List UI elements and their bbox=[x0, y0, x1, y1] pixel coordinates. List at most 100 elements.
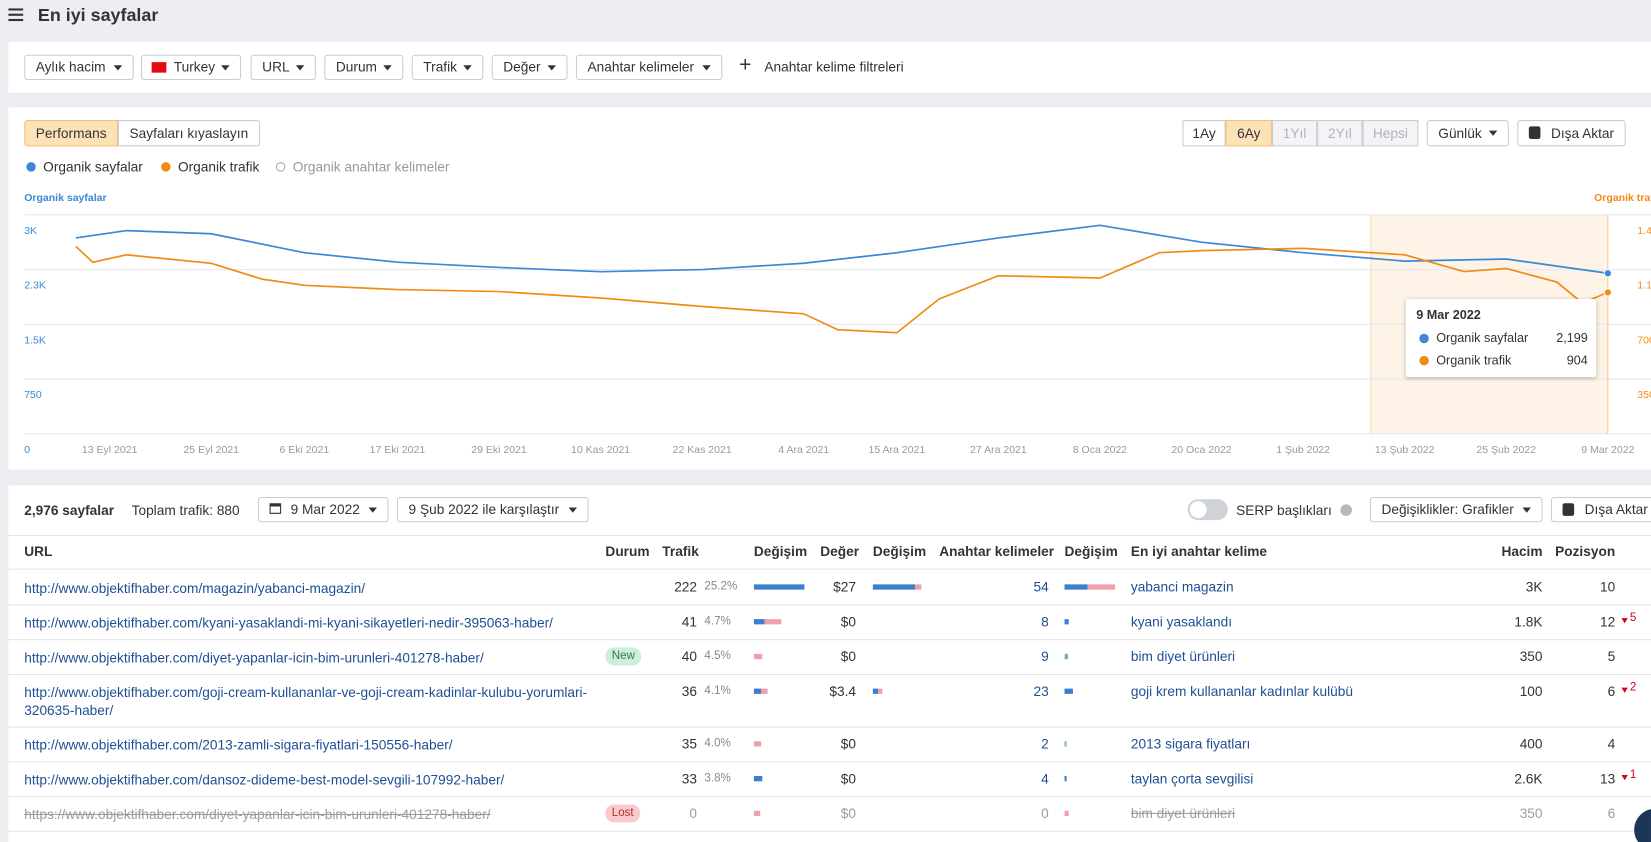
change-bar bbox=[914, 584, 922, 590]
y-axis-title: Organik sayfalar bbox=[24, 192, 106, 204]
position: 12 bbox=[1599, 613, 1616, 630]
page-url[interactable]: http://www.objektifhaber.com/diyet-yapan… bbox=[24, 649, 484, 666]
filter-dropdown[interactable]: Anahtar kelimeler bbox=[575, 54, 723, 81]
top-keyword[interactable]: bim diyet ürünleri bbox=[1130, 648, 1236, 665]
column-header[interactable]: Değer bbox=[820, 543, 860, 560]
column-header[interactable]: Durum bbox=[605, 543, 650, 560]
compare-dropdown[interactable]: 9 Şub 2022 ile karşılaştır bbox=[396, 496, 589, 523]
filter-dropdown[interactable]: Aylık hacim bbox=[24, 54, 134, 81]
column-header[interactable]: Hacim bbox=[1501, 543, 1543, 560]
tooltip-title: 9 Mar 2022 bbox=[1416, 307, 1481, 323]
row-divider bbox=[8, 796, 1651, 798]
legend-dot bbox=[275, 162, 286, 172]
row-divider bbox=[8, 604, 1651, 606]
interval-dropdown[interactable]: Günlük bbox=[1426, 120, 1509, 147]
column-header[interactable]: Değişim bbox=[872, 543, 927, 560]
column-header[interactable]: En iyi anahtar kelime bbox=[1130, 543, 1268, 560]
filter-dropdown[interactable]: Durum bbox=[324, 54, 404, 81]
tooltip-value: 2,199 bbox=[1556, 330, 1588, 346]
range-button[interactable]: 6Ay bbox=[1225, 120, 1272, 147]
x-tick-label: 13 Şub 2022 bbox=[1375, 444, 1435, 456]
filter-dropdown[interactable]: Trafik bbox=[411, 54, 484, 81]
column-header[interactable]: Anahtar kelimeler bbox=[939, 543, 1055, 560]
y2-tick-label: 1.4K bbox=[1637, 225, 1651, 237]
menu-icon-bar bbox=[8, 13, 24, 16]
range-button[interactable]: 1Ay bbox=[1182, 120, 1226, 147]
top-keyword[interactable]: yabanci magazin bbox=[1130, 579, 1234, 595]
add-filter[interactable]: Anahtar kelime filtreleri bbox=[764, 58, 904, 75]
change-bar bbox=[753, 776, 763, 782]
keywords[interactable]: 8 bbox=[1041, 613, 1049, 630]
range-button: Hepsi bbox=[1362, 120, 1419, 147]
keywords[interactable]: 9 bbox=[1041, 648, 1049, 665]
column-header[interactable]: Değişim bbox=[753, 543, 808, 560]
column-header[interactable]: Trafik bbox=[662, 543, 699, 560]
column-header[interactable]: URL bbox=[24, 543, 53, 560]
help-icon bbox=[1340, 504, 1352, 516]
table-export[interactable]: Dışa Aktar bbox=[1550, 496, 1651, 523]
serp-label[interactable]: SERP başlıkları bbox=[1236, 502, 1332, 519]
x-tick-label: 4 Ara 2021 bbox=[778, 444, 829, 456]
keywords[interactable]: 23 bbox=[1033, 683, 1049, 700]
page-url[interactable]: http://www.objektifhaber.com/kyani-yasak… bbox=[24, 614, 553, 631]
keywords[interactable]: 2 bbox=[1041, 735, 1049, 752]
top-keyword[interactable]: taylan çorta sevgilisi bbox=[1130, 770, 1254, 787]
legend-label[interactable]: Organik trafik bbox=[177, 158, 260, 175]
chart-tab[interactable]: Sayfaları kıyaslayın bbox=[117, 120, 261, 147]
top-keyword[interactable]: bim diyet ürünleri bbox=[1130, 805, 1236, 822]
change-bar bbox=[1087, 584, 1116, 590]
page-url[interactable]: http://www.objektifhaber.com/dansoz-dide… bbox=[24, 771, 505, 788]
page-url[interactable]: http://www.objektifhaber.com/goji-cream-… bbox=[24, 684, 588, 719]
position: 13 bbox=[1599, 770, 1616, 787]
legend-label[interactable]: Organik sayfalar bbox=[43, 158, 143, 175]
volume: 350 bbox=[1519, 648, 1543, 665]
top-keyword[interactable]: goji krem kullananlar kadınlar kulübü bbox=[1130, 683, 1354, 700]
legend-label[interactable]: Organik anahtar kelimeler bbox=[292, 158, 450, 175]
keywords[interactable]: 54 bbox=[1033, 579, 1049, 595]
end-point bbox=[1603, 288, 1613, 297]
add-filter-icon[interactable]: + bbox=[739, 53, 752, 77]
menu-icon[interactable] bbox=[8, 8, 24, 22]
volume: 1.8K bbox=[1514, 613, 1543, 630]
chart-tab-active[interactable]: Performans bbox=[24, 120, 118, 147]
x-tick-label: 29 Eki 2021 bbox=[471, 444, 527, 456]
page-url[interactable]: https://www.objektifhaber.com/diyet-yapa… bbox=[24, 806, 491, 823]
series-line bbox=[75, 224, 1608, 275]
filter-dropdown[interactable]: URL bbox=[250, 54, 316, 81]
keywords[interactable]: 4 bbox=[1041, 770, 1049, 787]
top-keyword[interactable]: kyani yasaklandı bbox=[1130, 613, 1233, 630]
traffic: 33 bbox=[681, 770, 698, 787]
column-header[interactable]: Pozisyon bbox=[1555, 543, 1616, 560]
change-bar bbox=[878, 688, 883, 694]
filter-dropdown[interactable]: Değer bbox=[491, 54, 568, 81]
column-header[interactable]: Değişim bbox=[1064, 543, 1118, 560]
page-url[interactable]: http://www.objektifhaber.com/magazin/yab… bbox=[24, 580, 366, 596]
top-keyword[interactable]: 2013 sigara fiyatları bbox=[1130, 735, 1251, 752]
export-icon bbox=[1528, 126, 1541, 139]
row-divider bbox=[8, 761, 1651, 763]
keywords[interactable]: 0 bbox=[1041, 805, 1049, 822]
y2-tick-label: 1.1K bbox=[1637, 280, 1651, 292]
end-point bbox=[1603, 269, 1613, 278]
changes-dropdown[interactable]: Değişiklikler: Grafikler bbox=[1369, 496, 1543, 523]
x-tick-label: 25 Şub 2022 bbox=[1476, 444, 1536, 456]
range-button: 1Yıl bbox=[1271, 120, 1318, 147]
change-bar bbox=[753, 619, 765, 625]
table-panel bbox=[8, 485, 1651, 842]
traffic-share: 4.5% bbox=[704, 649, 731, 663]
status-badge: Lost bbox=[605, 804, 640, 823]
position: 4 bbox=[1607, 735, 1616, 752]
date-picker[interactable]: 9 Mar 2022 bbox=[257, 496, 389, 523]
volume: 100 bbox=[1519, 683, 1543, 700]
volume: 2.6K bbox=[1514, 770, 1543, 787]
flag-icon bbox=[151, 62, 167, 73]
change-bar bbox=[753, 584, 805, 590]
tooltip bbox=[1405, 299, 1597, 377]
chart: 0 750 1.5K 2.3K 3K 350 700 1.1K 1.4K 13 Eyl 2021 2… bbox=[24, 192, 1651, 456]
change-bar bbox=[872, 688, 879, 694]
chat-bubble[interactable] bbox=[1634, 808, 1651, 842]
value: $0 bbox=[840, 613, 857, 630]
page-url[interactable]: http://www.objektifhaber.com/2013-zamli-… bbox=[24, 737, 453, 753]
